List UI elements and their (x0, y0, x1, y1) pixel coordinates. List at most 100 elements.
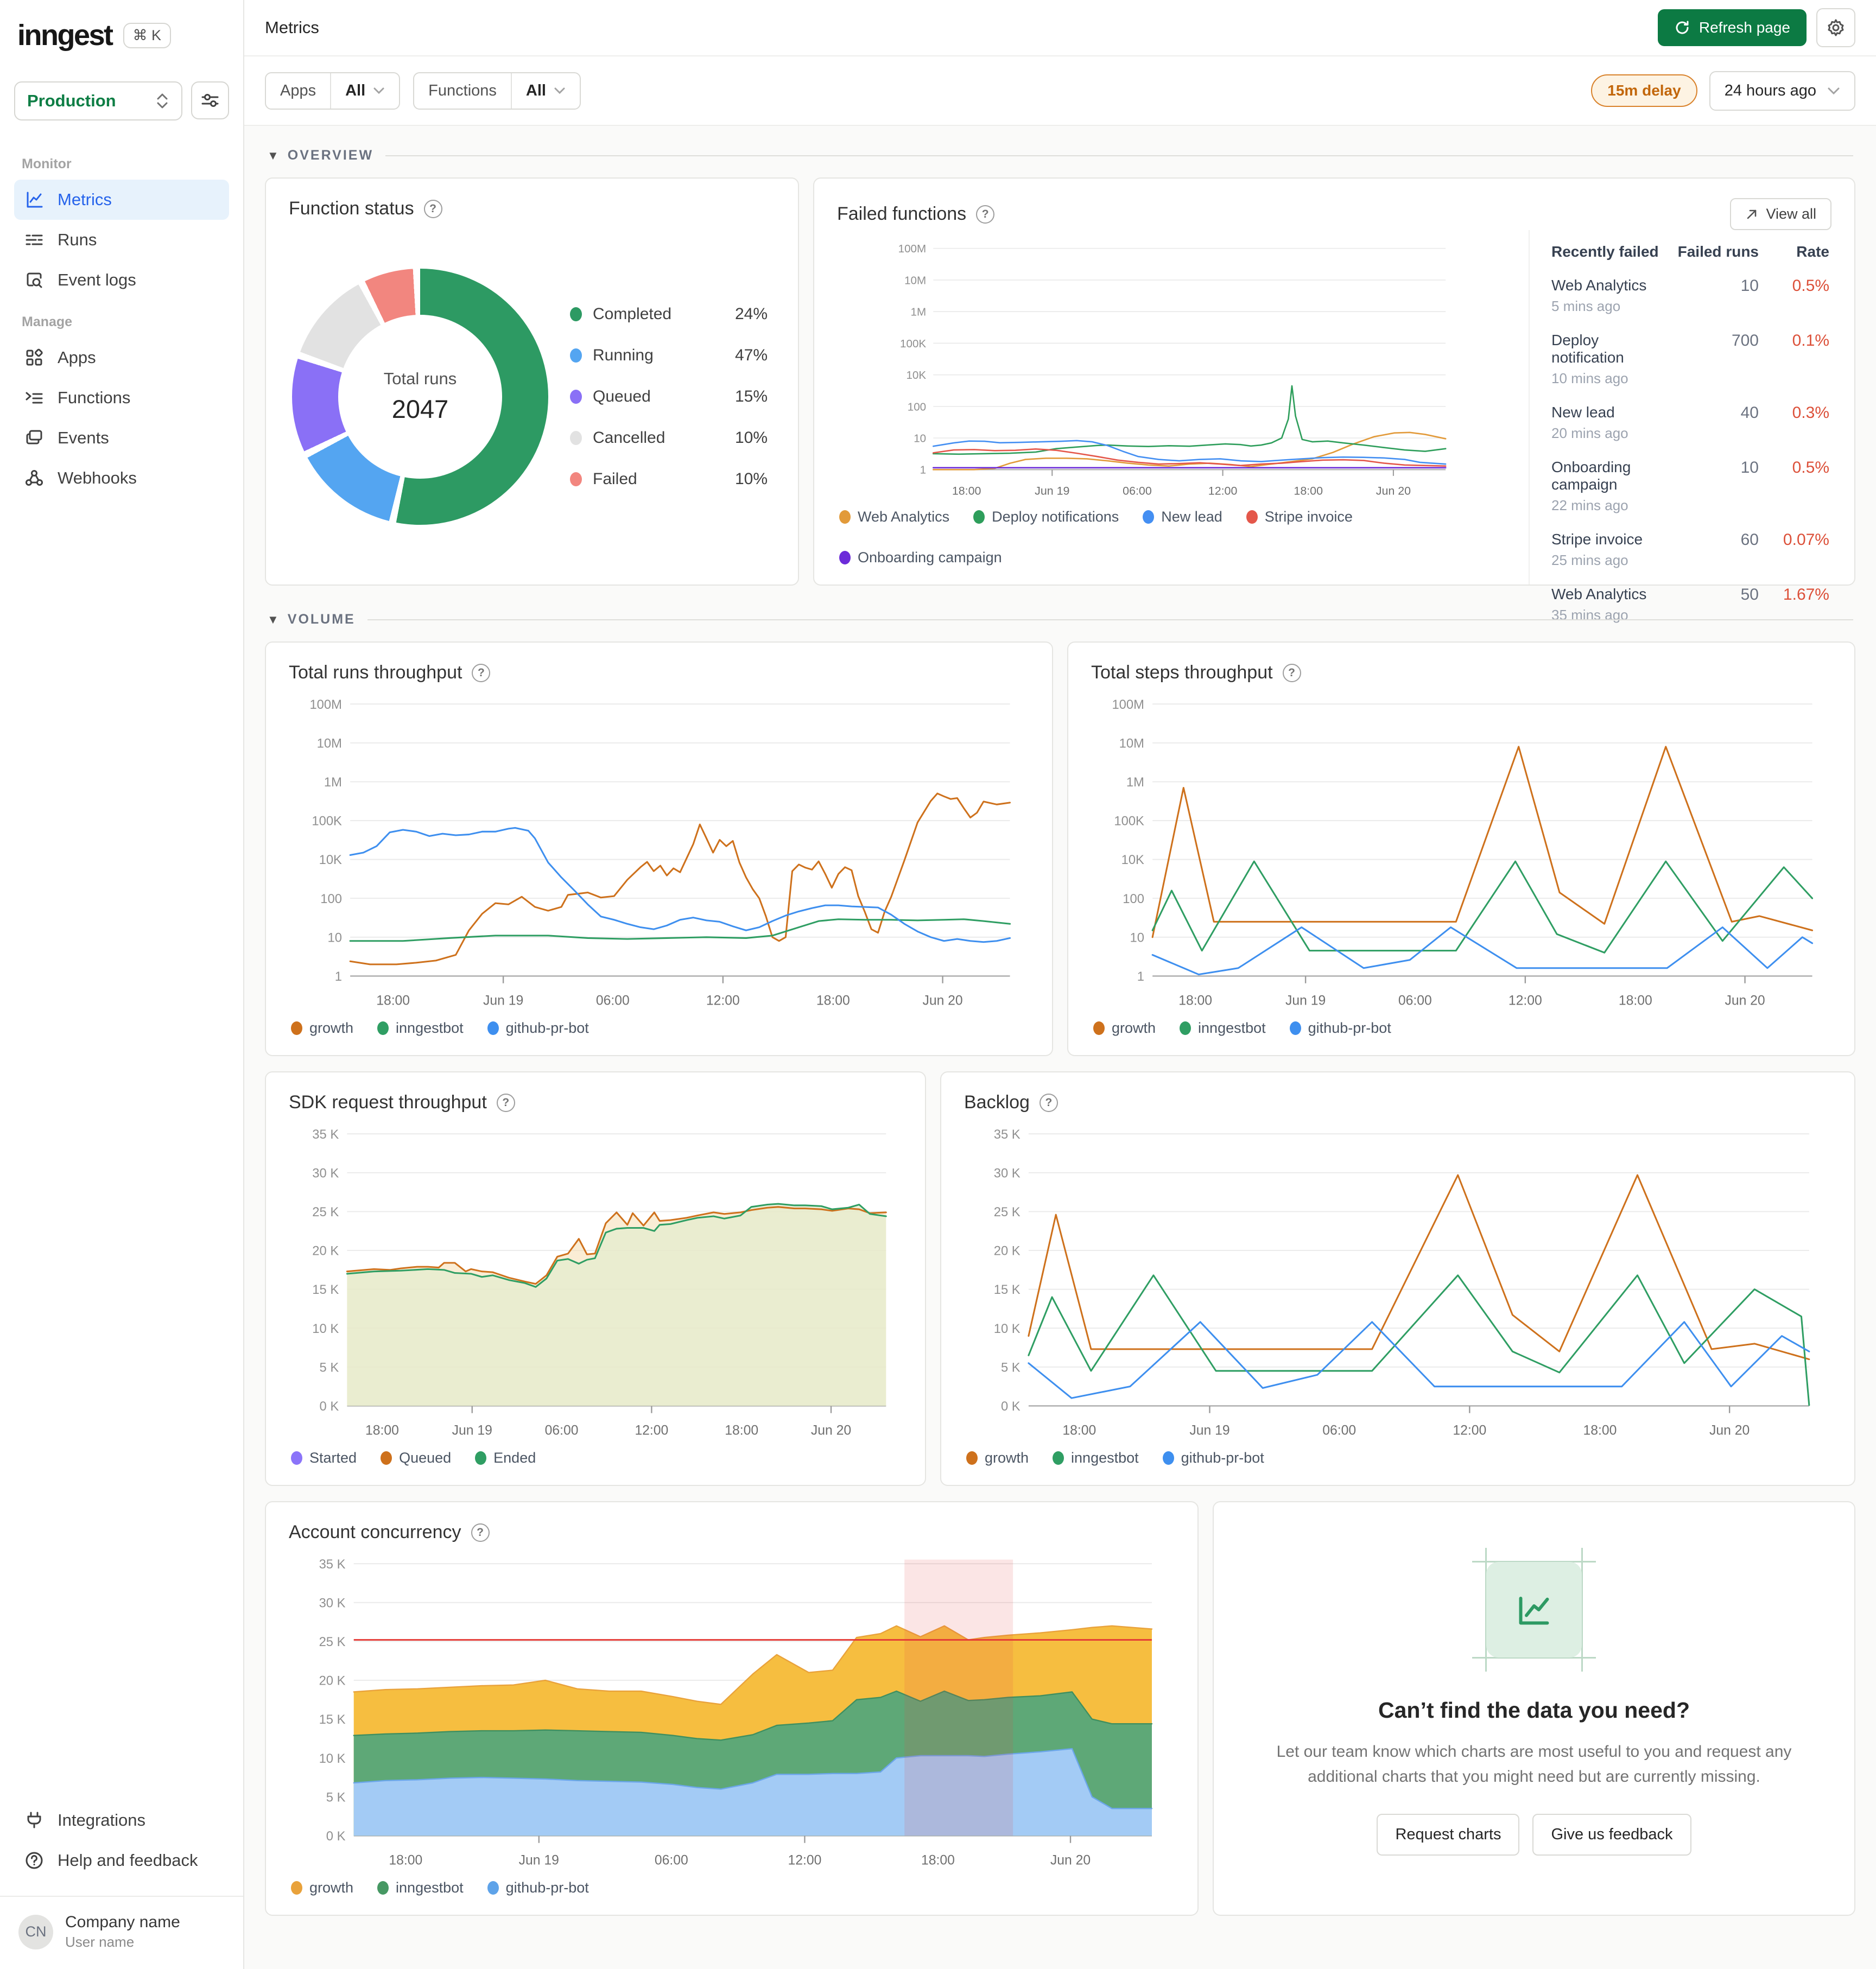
svg-text:15 K: 15 K (312, 1282, 339, 1297)
help-icon[interactable]: ? (1282, 663, 1301, 682)
help-icon[interactable]: ? (472, 663, 491, 682)
give-feedback-button[interactable]: Give us feedback (1532, 1813, 1691, 1856)
logo-row: inngest ⌘ K (14, 16, 229, 52)
content: ▼ OVERVIEW Function status ? Total runs … (244, 126, 1876, 1969)
apps-filter-label: Apps (280, 81, 316, 99)
failed-function-row[interactable]: Onboarding campaign 22 mins ago 10 0.5% (1551, 459, 1829, 513)
help-icon[interactable]: ? (471, 1523, 490, 1542)
sidebar-item-webhooks[interactable]: Webhooks (14, 458, 229, 498)
chart-line-icon (24, 189, 45, 210)
svg-text:100: 100 (320, 892, 342, 906)
request-charts-button[interactable]: Request charts (1377, 1813, 1520, 1856)
help-icon[interactable]: ? (976, 205, 995, 224)
svg-text:15 K: 15 K (319, 1712, 346, 1727)
svg-text:18:00: 18:00 (921, 1853, 955, 1868)
sidebar-item-apps[interactable]: Apps (14, 338, 229, 378)
help-icon[interactable]: ? (1039, 1093, 1058, 1112)
sdk-throughput-card: SDK request throughput? 35 K 30 K 25 K 20 K… (265, 1071, 926, 1486)
failed-functions-legend: Web Analytics Deploy notifications New lea… (814, 501, 1529, 585)
apps-grid-icon (24, 347, 45, 368)
updown-chevron-icon (155, 92, 169, 110)
svg-text:18:00: 18:00 (952, 484, 981, 497)
total-steps-title: Total steps throughput (1091, 662, 1273, 683)
legend-item: Cancelled 10% (570, 429, 768, 447)
sidebar-item-event-logs[interactable]: Event logs (14, 260, 229, 300)
svg-text:06:00: 06:00 (1398, 994, 1432, 1008)
backlog-chart: 35 K 30 K 25 K 20 K 15 K 10 K 5 K 0 K 18:00 Jun 1… (994, 1127, 1810, 1438)
function-status-card: Function status ? Total runs 2047 Comple… (265, 177, 799, 586)
failed-function-row[interactable]: New lead 20 mins ago 40 0.3% (1551, 404, 1829, 441)
legend-item: Stripe invoice (1246, 509, 1353, 525)
refresh-page-button[interactable]: Refresh page (1657, 9, 1807, 46)
page-title: Metrics (265, 18, 319, 37)
svg-text:10M: 10M (1119, 736, 1144, 751)
time-range-select[interactable]: 24 hours ago (1709, 71, 1855, 111)
svg-text:100: 100 (1123, 892, 1144, 906)
svg-text:35 K: 35 K (312, 1127, 339, 1142)
environment-select[interactable]: Production (14, 81, 182, 120)
failed-function-row[interactable]: Web Analytics 5 mins ago 10 0.5% (1551, 277, 1829, 314)
svg-text:20 K: 20 K (319, 1674, 346, 1688)
failed-function-row[interactable]: Stripe invoice 25 mins ago 60 0.07% (1551, 531, 1829, 568)
concurrency-title: Account concurrency (289, 1522, 461, 1542)
svg-text:1: 1 (1137, 969, 1144, 984)
sidebar-item-label: Event logs (58, 270, 136, 289)
donut-center-label: Total runs (383, 369, 457, 388)
svg-text:1M: 1M (324, 775, 342, 790)
failed-functions-chart: 100M 10M 1M 100K 10K 100 10 1 18:00 Jun 19 06:00 12… (898, 243, 1447, 497)
command-k-shortcut[interactable]: ⌘ K (123, 22, 172, 48)
apps-filter-value: All (345, 81, 366, 99)
svg-text:25 K: 25 K (319, 1635, 346, 1649)
svg-text:5 K: 5 K (326, 1790, 346, 1805)
view-all-button[interactable]: View all (1730, 198, 1831, 230)
account-concurrency-chart: 35 K 30 K 25 K 20 K 15 K 10 K 5 K 0 K 18:00 Jun 1… (319, 1557, 1153, 1868)
svg-text:1M: 1M (911, 306, 927, 319)
svg-text:100M: 100M (309, 697, 341, 712)
sidebar-item-integrations[interactable]: Integrations (14, 1800, 229, 1840)
legend-item: Started (291, 1450, 357, 1466)
function-status-legend: Completed 24% Running 47% Queued 15% Cancelled… (570, 305, 768, 488)
svg-text:18:00: 18:00 (1619, 994, 1652, 1008)
nav-section-manage: Manage (22, 314, 73, 329)
total-steps-legend: growth inngestbot github-pr-bot (1068, 1012, 1854, 1055)
help-icon[interactable]: ? (496, 1093, 515, 1112)
chevron-down-icon (554, 87, 565, 94)
sidebar-item-runs[interactable]: Runs (14, 220, 229, 260)
env-filter-button[interactable] (191, 81, 229, 119)
svg-text:Jun 20: Jun 20 (1376, 484, 1411, 497)
svg-text:30 K: 30 K (312, 1166, 339, 1180)
sidebar-item-events[interactable]: Events (14, 418, 229, 458)
svg-text:Jun 20: Jun 20 (1050, 1853, 1091, 1868)
svg-text:12:00: 12:00 (788, 1853, 821, 1868)
svg-text:5 K: 5 K (320, 1360, 339, 1375)
recently-failed-list: Recently failed Failed runs Rate Web Ana… (1529, 230, 1854, 623)
failed-function-row[interactable]: Deploy notification 10 mins ago 700 0.1% (1551, 332, 1829, 386)
settings-button[interactable] (1816, 8, 1855, 47)
apps-filter[interactable]: Apps All (265, 72, 401, 110)
failed-function-row[interactable]: Web Analytics 35 mins ago 50 1.67% (1551, 586, 1829, 623)
legend-item: Queued (381, 1450, 451, 1466)
svg-text:35 K: 35 K (994, 1127, 1021, 1142)
sdk-title: SDK request throughput (289, 1092, 487, 1113)
chart-request-icon (1472, 1547, 1596, 1672)
nav-section-monitor: Monitor (22, 156, 72, 172)
total-runs-legend: growth inngestbot github-pr-bot (266, 1012, 1052, 1055)
svg-text:18:00: 18:00 (1294, 484, 1323, 497)
functions-filter[interactable]: Functions All (413, 72, 581, 110)
svg-text:12:00: 12:00 (1509, 994, 1542, 1008)
svg-text:Jun 19: Jun 19 (1285, 994, 1326, 1008)
svg-text:1M: 1M (1126, 775, 1144, 790)
sidebar-item-metrics[interactable]: Metrics (14, 180, 229, 220)
sidebar-item-help[interactable]: Help and feedback (14, 1840, 229, 1881)
legend-item: growth (966, 1450, 1029, 1466)
collapse-triangle-icon[interactable]: ▼ (267, 148, 279, 162)
account-menu[interactable]: CN Company name User name (14, 1897, 229, 1951)
help-circle-icon (24, 1850, 45, 1871)
sidebar-item-functions[interactable]: Functions (14, 378, 229, 418)
collapse-triangle-icon[interactable]: ▼ (267, 612, 279, 626)
request-charts-card: Can’t find the data you need? Let our te… (1213, 1501, 1855, 1916)
svg-text:18:00: 18:00 (1062, 1424, 1096, 1438)
help-icon[interactable]: ? (423, 199, 442, 218)
sidebar-item-label: Metrics (58, 190, 112, 209)
section-volume: ▼ VOLUME (267, 612, 1853, 627)
